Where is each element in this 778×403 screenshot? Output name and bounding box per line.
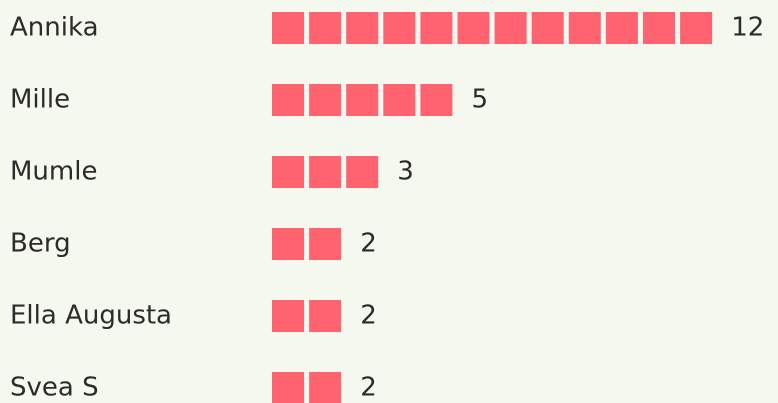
- unit-square: [309, 228, 342, 260]
- unit-square: [309, 84, 342, 116]
- category-label: Ella Augusta: [10, 301, 172, 331]
- value-label: 5: [472, 85, 489, 115]
- unit-square: [457, 12, 490, 44]
- unit-square: [568, 12, 601, 44]
- category-label: Mumle: [10, 157, 97, 187]
- unit-square: [346, 156, 379, 188]
- category-label: Annika: [10, 13, 99, 43]
- value-label: 2: [360, 229, 377, 259]
- value-label: 2: [360, 373, 377, 403]
- unit-square: [494, 12, 527, 44]
- unit-square: [420, 84, 453, 116]
- unit-square: [605, 12, 638, 44]
- unit-square: [272, 84, 304, 116]
- category-label: Svea S: [10, 373, 99, 403]
- unit-square: [309, 300, 342, 332]
- unit-square: [309, 372, 342, 403]
- unit-square: [420, 12, 453, 44]
- unit-square: [272, 300, 304, 332]
- value-label: 3: [397, 157, 414, 187]
- category-label: Berg: [10, 229, 71, 259]
- unit-square: [309, 156, 342, 188]
- unit-square: [346, 84, 379, 116]
- unit-square: [680, 12, 713, 44]
- unit-square: [531, 12, 564, 44]
- unit-square: [383, 12, 416, 44]
- unit-square: [272, 228, 304, 260]
- value-label: 12: [731, 13, 764, 43]
- unit-square: [309, 12, 342, 44]
- category-label: Mille: [10, 85, 70, 115]
- unit-square: [272, 156, 304, 188]
- value-label: 2: [360, 301, 377, 331]
- unit-square: [346, 12, 379, 44]
- unit-square: [383, 84, 416, 116]
- unit-square: [272, 12, 304, 44]
- unit-square: [272, 372, 304, 403]
- unit-square: [643, 12, 675, 44]
